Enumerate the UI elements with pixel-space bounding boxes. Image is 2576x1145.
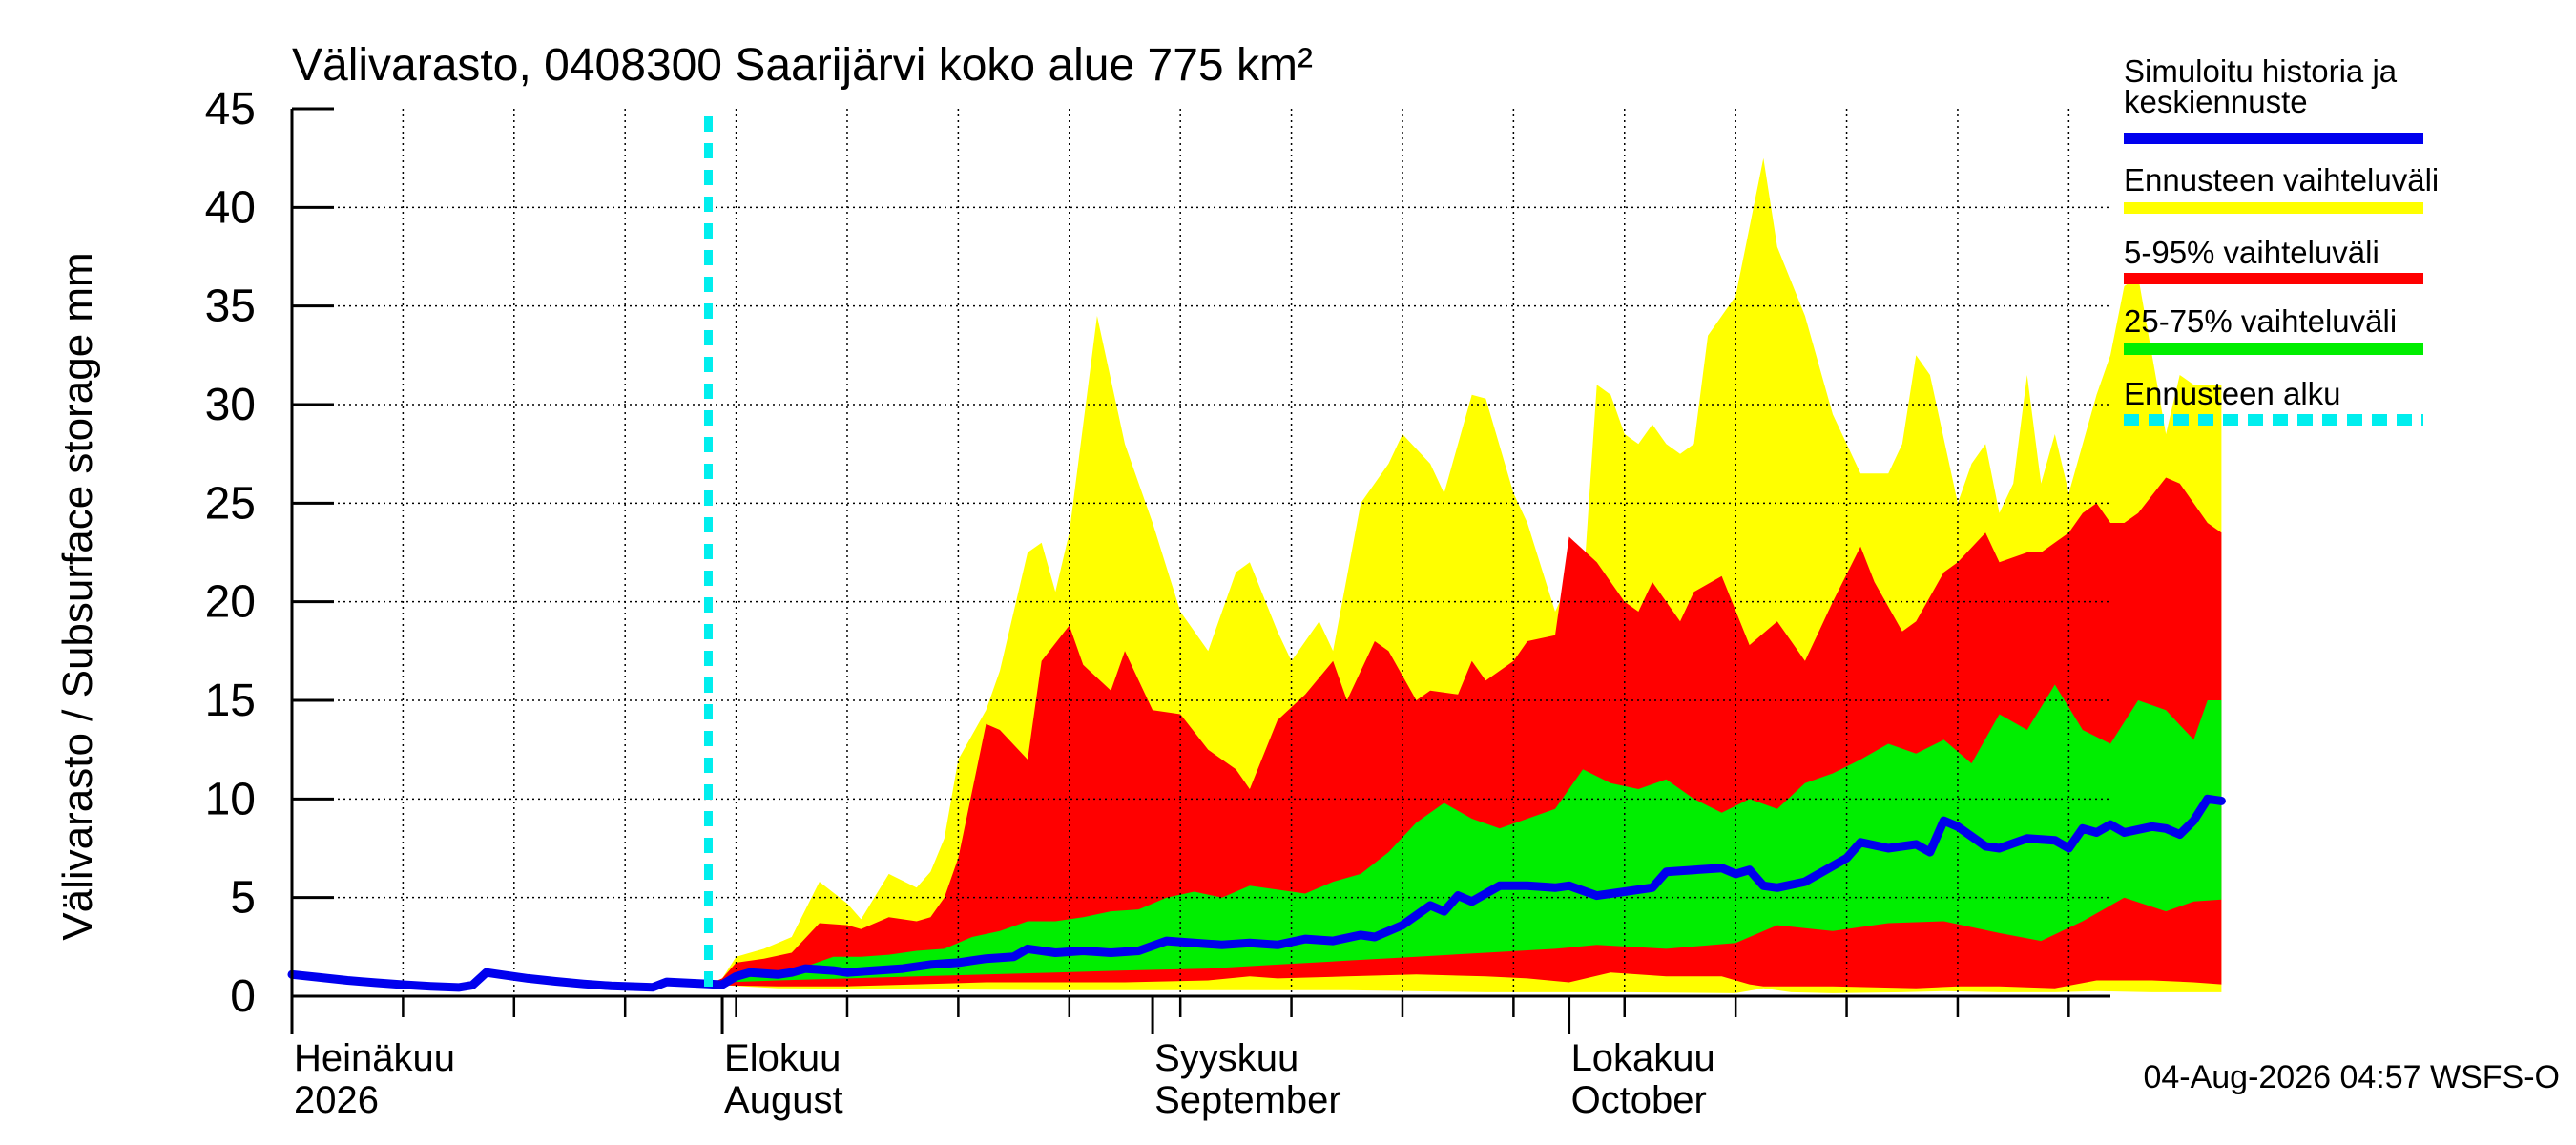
y-tick-label: 35 — [205, 281, 256, 332]
month-label-fi: Heinäkuu — [294, 1037, 455, 1079]
series-lines — [287, 116, 2226, 996]
y-tick-label: 25 — [205, 478, 256, 529]
y-tick-label: 10 — [205, 774, 256, 824]
y-tick-label: 0 — [230, 971, 256, 1022]
month-label-en: September — [1154, 1079, 1341, 1121]
legend-label: Simuloitu historia ja — [2124, 53, 2398, 89]
legend-label: 5-95% vaihteluväli — [2124, 235, 2379, 270]
month-label-en: August — [724, 1079, 843, 1121]
forecast-bands — [708, 157, 2222, 993]
series-mean-line — [287, 794, 2226, 992]
month-label-en: October — [1571, 1079, 1707, 1121]
legend-label: keskiennuste — [2124, 84, 2308, 119]
y-tick-label: 5 — [230, 873, 256, 924]
month-label-fi: Elokuu — [724, 1037, 841, 1079]
legend-label: Ennusteen alku — [2124, 376, 2341, 411]
y-tick-label: 30 — [205, 380, 256, 430]
legend-label: 25-75% vaihteluväli — [2124, 303, 2397, 339]
chart-title: Välivarasto, 0408300 Saarijärvi koko alu… — [292, 40, 1313, 91]
timestamp-label: 04-Aug-2026 04:57 WSFS-O — [2143, 1059, 2560, 1095]
y-tick-label: 20 — [205, 577, 256, 628]
y-tick-label: 45 — [205, 84, 256, 135]
month-label-fi: Lokakuu — [1571, 1037, 1715, 1079]
month-label-fi: Syyskuu — [1154, 1037, 1298, 1079]
band-25-75 — [708, 684, 2222, 985]
month-label-en: 2026 — [294, 1079, 379, 1121]
y-tick-label: 15 — [205, 676, 256, 726]
legend-label: Ennusteen vaihteluväli — [2124, 162, 2439, 198]
y-axis-label: Välivarasto / Subsurface storage mm — [54, 252, 101, 940]
y-tick-label: 40 — [205, 182, 256, 233]
